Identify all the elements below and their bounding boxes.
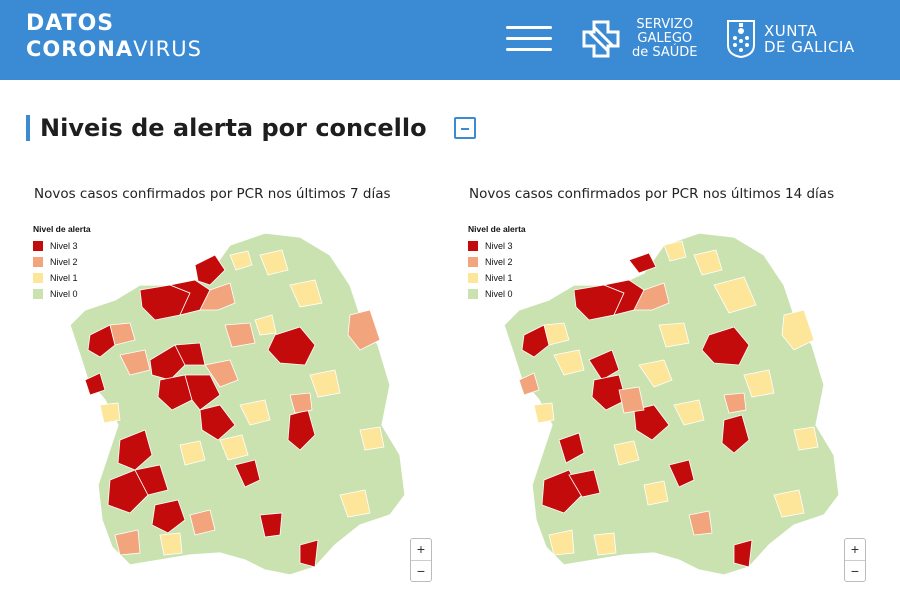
legend-item: Nivel 3	[33, 238, 91, 254]
legend-item: Nivel 3	[468, 238, 526, 254]
legend-label: Nivel 0	[50, 289, 78, 299]
hamburger-menu-button[interactable]	[506, 22, 552, 54]
legend-title: Nivel de alerta	[33, 224, 91, 234]
legend-swatch	[33, 273, 43, 283]
legend-swatch	[33, 241, 43, 251]
legend-item: Nivel 0	[33, 286, 91, 302]
legend-label: Nivel 3	[485, 241, 513, 251]
legend-swatch	[468, 257, 478, 267]
brand-line1: DATOS	[26, 11, 115, 36]
legend-swatch	[33, 257, 43, 267]
brand-line2-bold: CORONA	[26, 37, 134, 61]
xunta-line1: XUNTA	[764, 22, 818, 40]
zoom-control: + −	[844, 538, 866, 582]
legend-label: Nivel 1	[50, 273, 78, 283]
sgs-line1: SERVIZO	[636, 17, 694, 32]
xunta-logo[interactable]: XUNTA DE GALICIA	[726, 16, 855, 62]
menu-bar-icon	[506, 48, 552, 51]
zoom-out-button[interactable]: −	[845, 560, 865, 581]
legend-label: Nivel 2	[50, 257, 78, 267]
map-panel-14-days: Novos casos confirmados por PCR nos últi…	[450, 180, 890, 590]
map-legend: Nivel de alerta Nivel 3 Nivel 2 Nivel 1 …	[33, 224, 91, 302]
xunta-text: XUNTA DE GALICIA	[764, 23, 855, 55]
sergas-text: SERVIZO GALEGO de SAÚDE	[632, 18, 698, 60]
brand-logo[interactable]: DATOS CORONA VIRUS	[26, 12, 202, 62]
map-panel-7-days: Novos casos confirmados por PCR nos últi…	[0, 180, 440, 590]
galicia-choropleth-map[interactable]	[60, 215, 420, 580]
galicia-choropleth-map[interactable]	[494, 215, 854, 580]
sgs-line2: GALEGO	[637, 31, 693, 46]
zoom-control: + −	[410, 538, 432, 582]
menu-bar-icon	[506, 37, 552, 40]
legend-swatch	[33, 289, 43, 299]
legend-item: Nivel 0	[468, 286, 526, 302]
legend-item: Nivel 1	[468, 270, 526, 286]
legend-item: Nivel 2	[468, 254, 526, 270]
xunta-line2: DE GALICIA	[764, 38, 855, 56]
cross-logo-icon	[582, 20, 620, 58]
legend-label: Nivel 0	[485, 289, 513, 299]
brand-line2: CORONA VIRUS	[26, 36, 202, 62]
map-title: Novos casos confirmados por PCR nos últi…	[34, 186, 391, 202]
legend-item: Nivel 2	[33, 254, 91, 270]
galicia-shield-icon	[727, 20, 755, 59]
zoom-in-button[interactable]: +	[850, 541, 860, 557]
map-legend: Nivel de alerta Nivel 3 Nivel 2 Nivel 1 …	[468, 224, 526, 302]
section-heading: Niveis de alerta por concello	[26, 114, 427, 142]
top-header: DATOS CORONA VIRUS SERVIZO GALEGO de SAÚD…	[0, 0, 900, 80]
title-accent-bar	[26, 115, 30, 141]
zoom-out-button[interactable]: −	[411, 560, 431, 581]
legend-swatch	[468, 289, 478, 299]
legend-swatch	[468, 273, 478, 283]
brand-line2-light: VIRUS	[133, 37, 202, 61]
map-title: Novos casos confirmados por PCR nos últi…	[469, 186, 835, 202]
legend-title: Nivel de alerta	[468, 224, 526, 234]
legend-label: Nivel 3	[50, 241, 78, 251]
sgs-line3: de SAÚDE	[632, 45, 698, 60]
legend-label: Nivel 2	[485, 257, 513, 267]
collapse-button[interactable]	[454, 117, 476, 139]
legend-swatch	[468, 241, 478, 251]
page-title: Niveis de alerta por concello	[40, 114, 427, 142]
legend-label: Nivel 1	[485, 273, 513, 283]
sergas-logo[interactable]: SERVIZO GALEGO de SAÚDE	[580, 14, 698, 64]
menu-bar-icon	[506, 26, 552, 29]
legend-item: Nivel 1	[33, 270, 91, 286]
zoom-in-button[interactable]: +	[416, 541, 426, 557]
